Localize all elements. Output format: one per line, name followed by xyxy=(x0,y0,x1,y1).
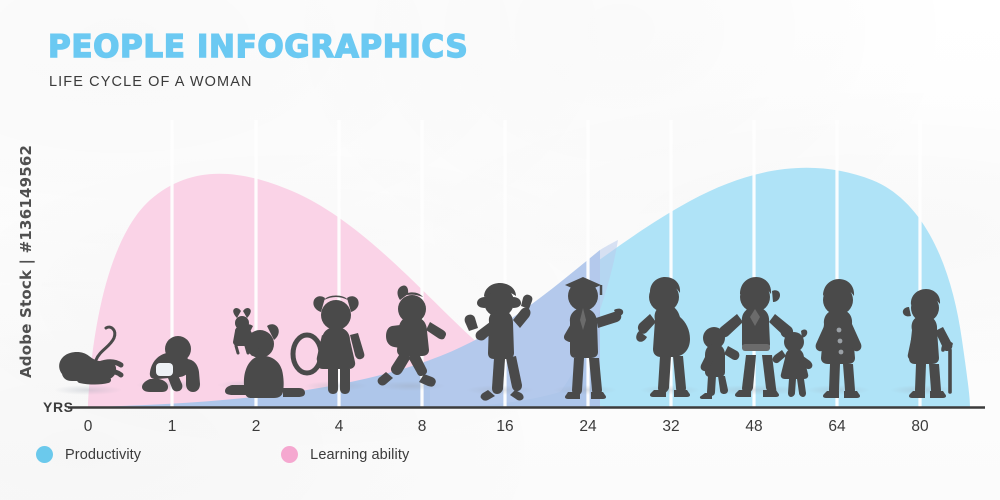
figure-mother-with-children xyxy=(699,277,813,399)
tick-label-0: 0 xyxy=(83,418,93,435)
figure-teenage-girl xyxy=(464,283,533,401)
chart-legend: Productivity Learning ability xyxy=(36,446,409,463)
circle-dot-icon xyxy=(281,446,299,463)
legend-item-productivity[interactable]: Productivity xyxy=(36,446,141,463)
hula-hoop xyxy=(290,332,324,376)
walking-cane xyxy=(941,341,953,394)
tick-label-32: 32 xyxy=(662,418,680,435)
mother xyxy=(718,277,794,397)
legend-item-learning-ability[interactable]: Learning ability xyxy=(281,446,409,463)
figure-crawling-baby xyxy=(142,336,200,392)
tick-label-80: 80 xyxy=(911,418,929,435)
tick-label-8: 8 xyxy=(417,418,427,435)
figure-toddler-with-doll xyxy=(225,307,305,398)
tick-label-1: 1 xyxy=(167,418,177,435)
graduation-cap xyxy=(565,277,603,299)
page-title: PEOPLE INFOGRAPHICS xyxy=(47,29,469,65)
tick-label-48: 48 xyxy=(745,418,763,435)
legend-label-learning-ability: Learning ability xyxy=(310,446,410,463)
axis-unit-label: YRS xyxy=(43,399,74,415)
overlap-area-right xyxy=(430,240,618,407)
legend-label-productivity: Productivity xyxy=(65,446,142,463)
page-subtitle: LIFE CYCLE OF A WOMAN xyxy=(49,74,253,90)
tick-label-2: 2 xyxy=(251,418,261,435)
header: PEOPLE INFOGRAPHICS LIFE CYCLE OF A WOMA… xyxy=(47,29,469,90)
tick-label-24: 24 xyxy=(579,418,597,435)
figure-mature-woman xyxy=(815,279,862,398)
figure-elderly-woman-cane xyxy=(902,289,953,398)
figure-graduate-woman xyxy=(563,277,624,399)
tick-label-4: 4 xyxy=(334,418,344,435)
child-right xyxy=(772,329,813,397)
figure-newborn-baby xyxy=(59,325,124,385)
child-left xyxy=(699,327,740,399)
circle-dot-icon xyxy=(36,446,53,463)
tick-label-16: 16 xyxy=(496,418,514,435)
figure-girl-with-hula-hoop xyxy=(290,295,365,394)
figure-pregnant-woman xyxy=(636,277,691,397)
figure-schoolgirl-running xyxy=(377,285,447,387)
doll-toy xyxy=(233,307,251,355)
backpack xyxy=(386,325,400,348)
tick-label-64: 64 xyxy=(828,418,846,435)
